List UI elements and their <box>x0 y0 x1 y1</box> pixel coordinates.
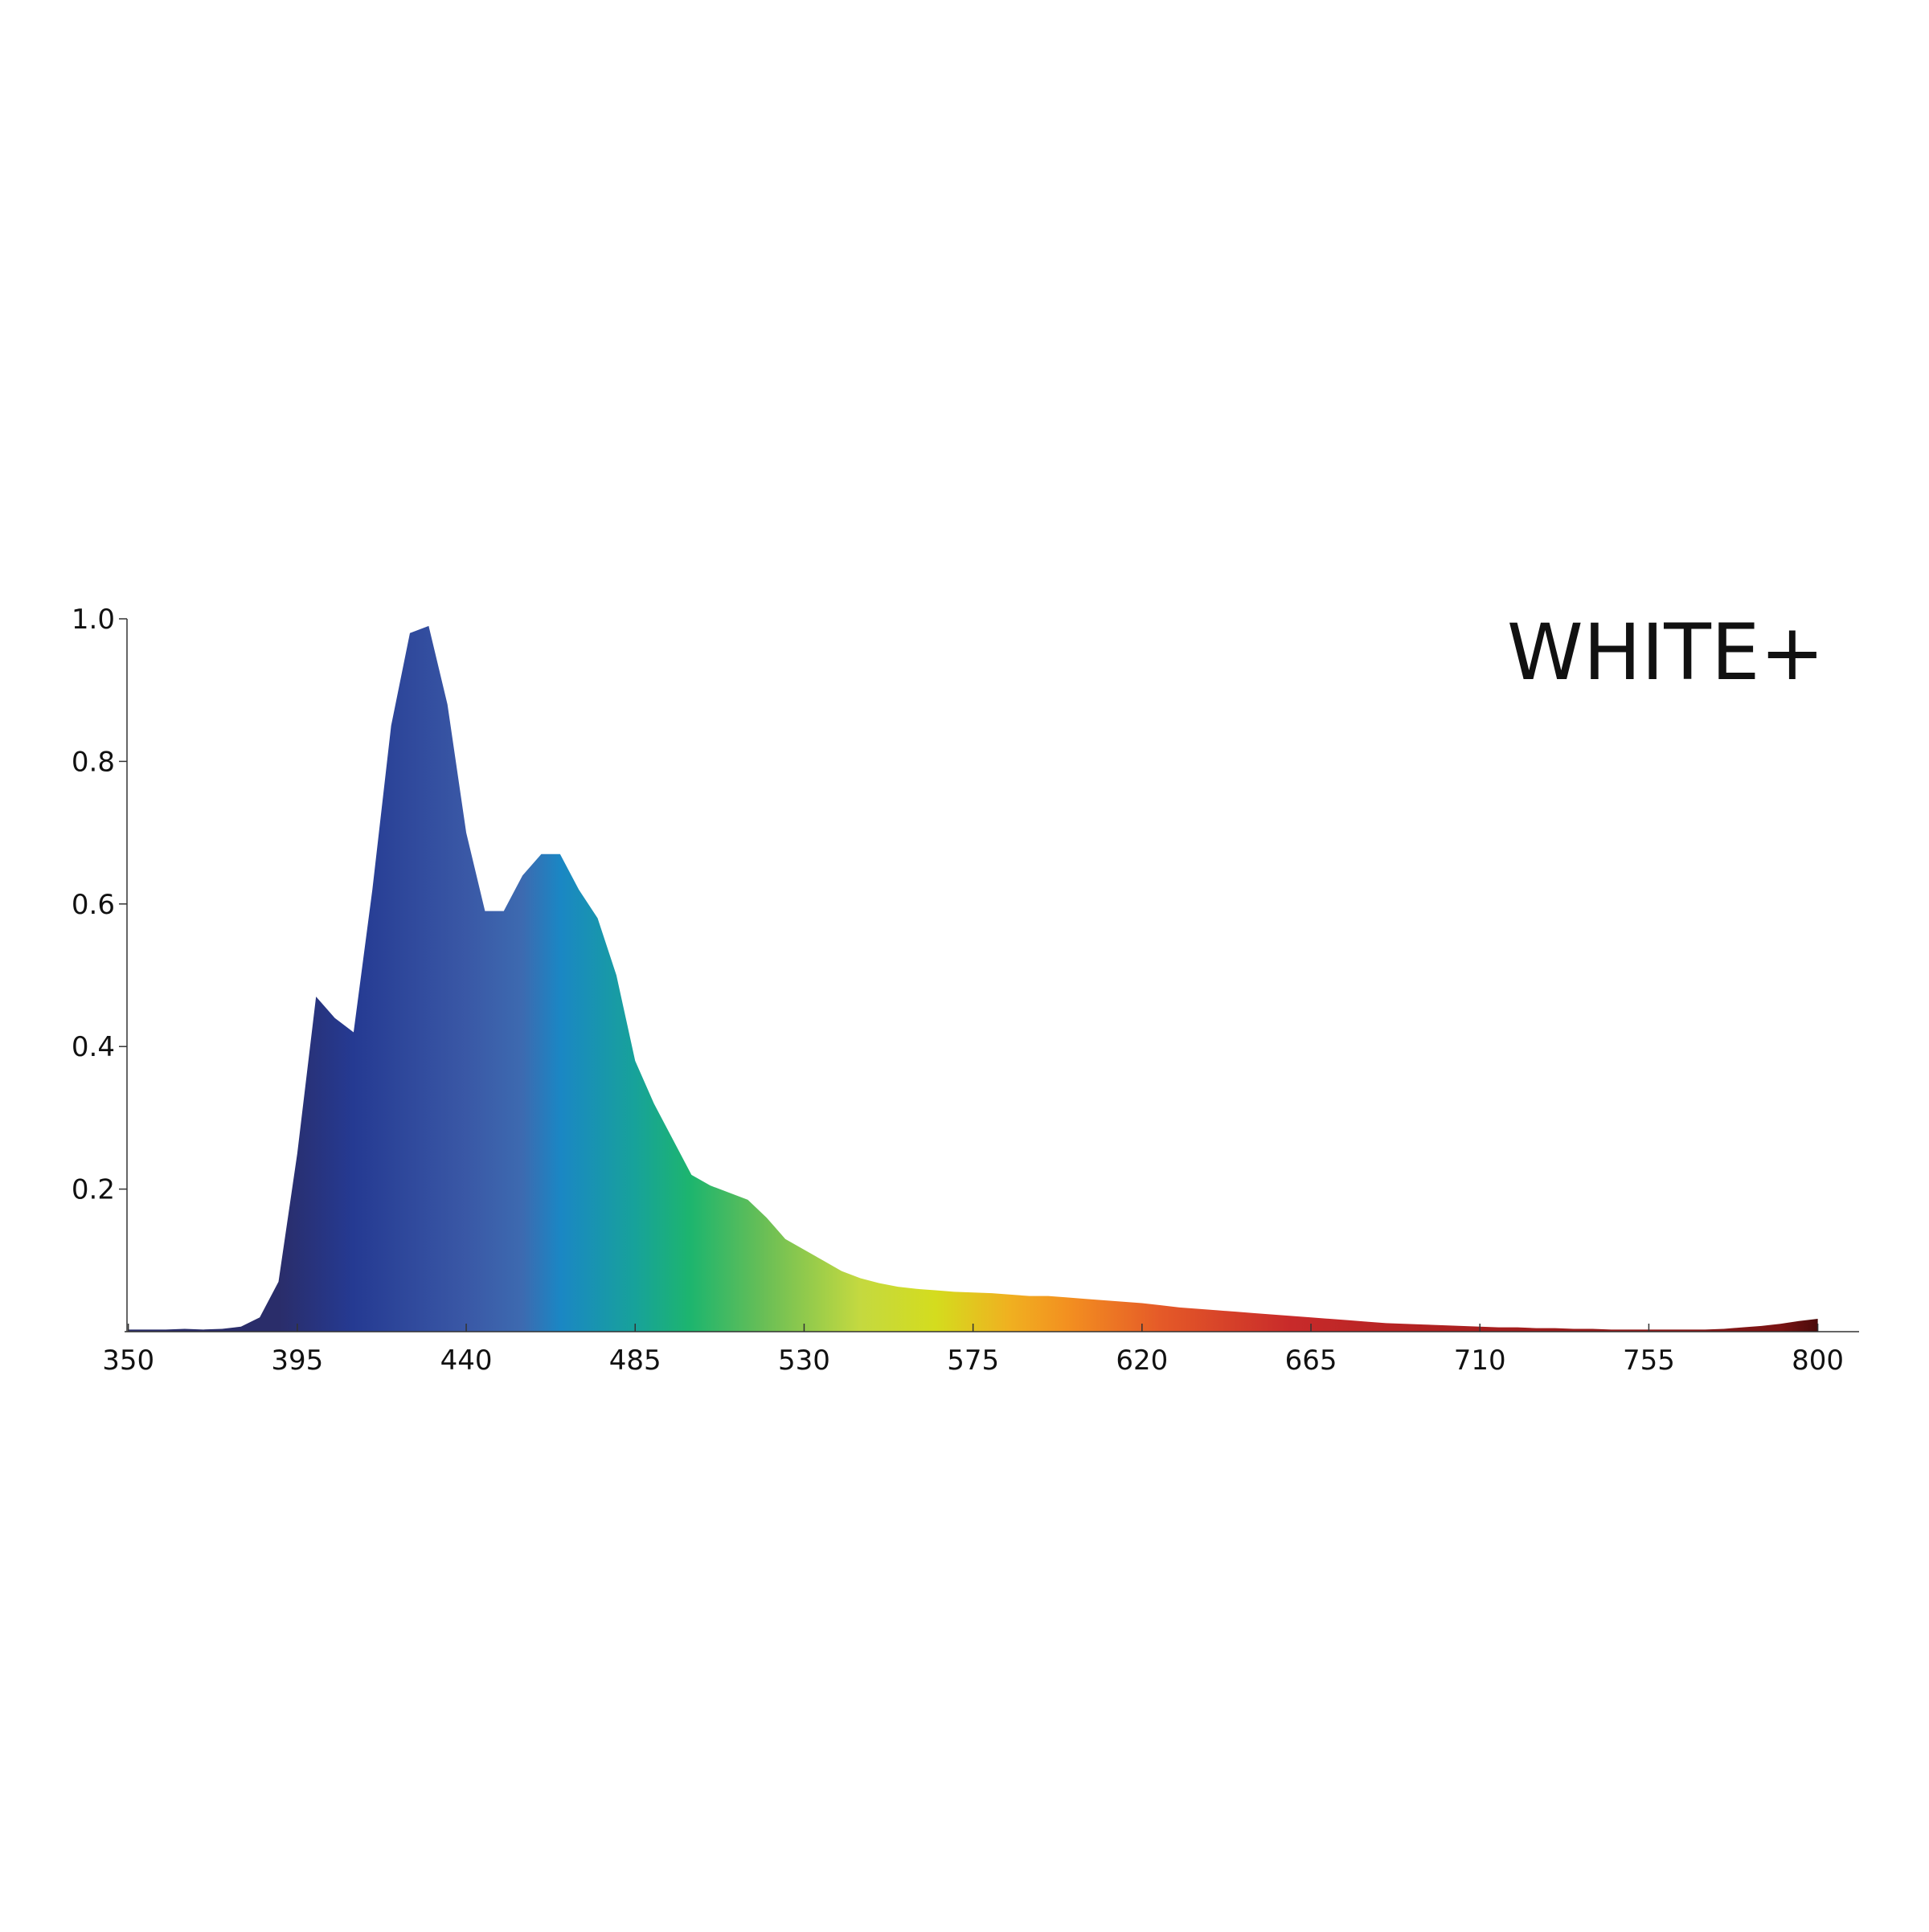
y-tick-label: 0.6 <box>72 889 115 921</box>
x-tick-label: 800 <box>1792 1345 1844 1377</box>
x-tick-label: 755 <box>1623 1345 1675 1377</box>
y-tick-label: 0.4 <box>72 1031 115 1063</box>
x-tick-label: 530 <box>778 1345 830 1377</box>
x-tick-label: 620 <box>1116 1345 1168 1377</box>
x-tick-label: 665 <box>1285 1345 1337 1377</box>
spectrum-area <box>128 625 1818 1332</box>
x-tick-label: 710 <box>1454 1345 1506 1377</box>
x-tick-label: 440 <box>440 1345 493 1377</box>
chart-title: WHITE+ <box>1507 608 1825 698</box>
y-tick-label: 0.2 <box>72 1174 115 1206</box>
x-tick-label: 395 <box>271 1345 323 1377</box>
x-tick-label: 575 <box>947 1345 999 1377</box>
y-tick-label: 1.0 <box>72 604 115 636</box>
x-tick-label: 485 <box>609 1345 661 1377</box>
y-tick-label: 0.8 <box>72 746 115 778</box>
x-tick-label: 350 <box>102 1345 154 1377</box>
